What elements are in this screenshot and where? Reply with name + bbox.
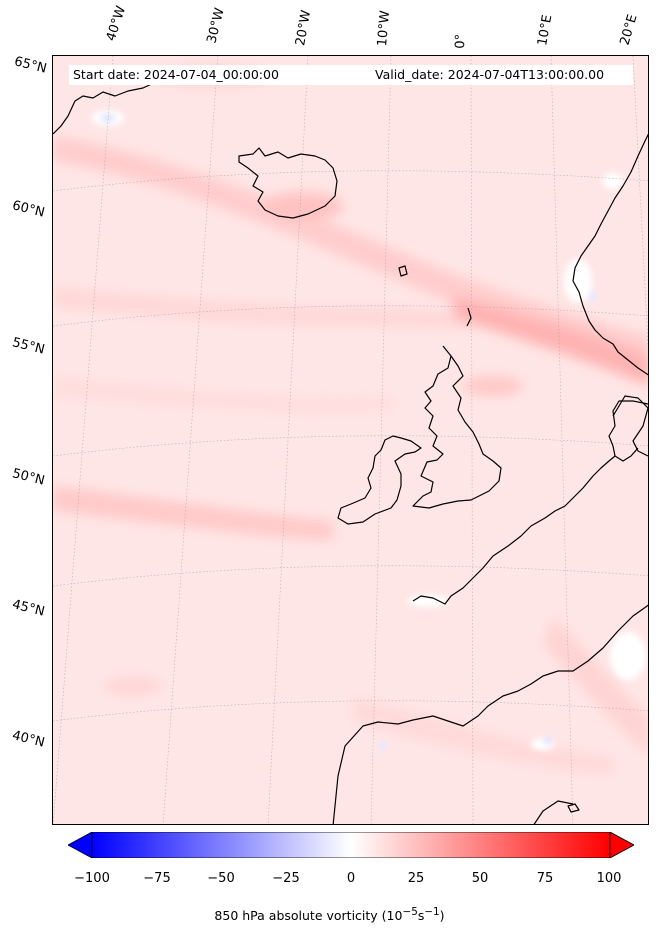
sweden-coast: [612, 395, 648, 457]
lat-label-50n: 50°N: [10, 466, 47, 489]
colorbar: [68, 832, 634, 858]
colorbar-tick: 75: [536, 871, 554, 886]
lon-label-20w: 20°W: [293, 9, 315, 48]
great-britain-coast: [412, 345, 502, 509]
faroe-coast: [398, 265, 408, 277]
lat-label-40n: 40°N: [10, 728, 47, 751]
graticule: [53, 56, 648, 824]
lat-label-65n: 65°N: [12, 54, 49, 77]
mediterranean-coast: [533, 800, 574, 824]
vorticity-field: [53, 56, 648, 824]
colorbar-tick: 100: [596, 871, 622, 886]
lon-label-40w: 40°W: [103, 4, 130, 43]
shetland-coast: [466, 307, 472, 327]
lat-label-45n: 45°N: [10, 597, 47, 620]
balearic-coast: [567, 803, 580, 813]
valid-date-label: Valid_date: 2024-07-04T13:00:00.00: [373, 67, 607, 82]
lon-label-20e: 20°E: [617, 12, 641, 47]
lat-label-60n: 60°N: [10, 198, 47, 221]
colorbar-tick: −25: [272, 871, 300, 886]
colorbar-tick: −50: [207, 871, 235, 886]
continent-coast: [412, 400, 648, 605]
ireland-coast: [337, 435, 422, 525]
colorbar-tick: 0: [346, 871, 356, 886]
greenland-coast: [53, 75, 172, 135]
lat-label-55n: 55°N: [10, 335, 47, 358]
colorbar-extend-max: [609, 832, 634, 858]
denmark-coast: [614, 447, 639, 462]
colorbar-label: 850 hPa absolute vorticity (10−5s−1): [214, 906, 445, 924]
map-panel: Start date: 2024-07-04_00:00:00 Valid_da…: [52, 55, 649, 825]
lon-label-30w: 30°W: [204, 6, 228, 46]
lon-label-10e: 10°E: [535, 13, 556, 47]
start-date-label: Start date: 2024-07-04_00:00:00: [71, 67, 281, 82]
colorbar-extend-min: [68, 832, 93, 858]
iceland-coast: [238, 147, 338, 219]
colorbar-body: [91, 832, 611, 858]
colorbar-tick: −100: [74, 871, 110, 886]
lon-label-10w: 10°W: [375, 9, 394, 47]
vorticity-map: [53, 56, 648, 824]
scandinavia-coast: [572, 133, 648, 376]
colorbar-tick: −75: [143, 871, 171, 886]
colorbar-tick: 25: [407, 871, 425, 886]
lon-label-0: 0°: [453, 33, 469, 49]
iberia-coast: [332, 604, 648, 824]
coastlines: [53, 75, 648, 824]
colorbar-tick: 50: [471, 871, 489, 886]
